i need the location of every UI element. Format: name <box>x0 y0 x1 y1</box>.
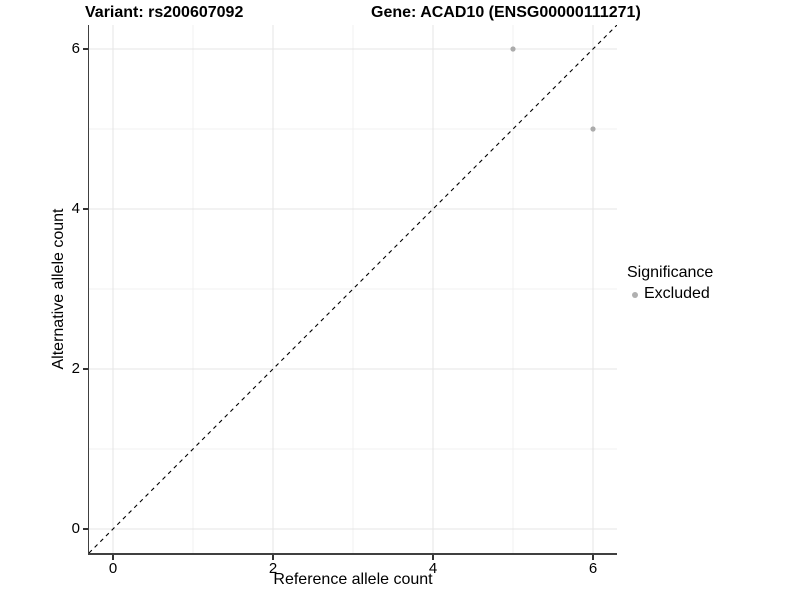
plot-canvas <box>88 24 618 554</box>
y-tick-mark <box>82 528 88 530</box>
y-axis-line <box>87 25 90 555</box>
plot-panel <box>88 24 618 554</box>
y-tick-mark <box>82 368 88 370</box>
y-tick-label: 6 <box>71 40 80 57</box>
data-point <box>590 126 596 132</box>
x-tick-mark <box>592 554 594 560</box>
x-axis-line <box>87 553 618 555</box>
x-tick-label: 2 <box>268 560 278 577</box>
legend: Significance Excluded <box>627 263 713 303</box>
legend-entry-label: Excluded <box>644 285 710 302</box>
y-tick-mark <box>82 48 88 50</box>
y-axis-title: Alternative allele count <box>50 208 67 370</box>
x-tick-label: 4 <box>428 560 438 577</box>
legend-items: Excluded <box>627 285 713 303</box>
x-tick-mark <box>112 554 114 560</box>
x-axis-title: Reference allele count <box>273 571 433 588</box>
y-tick-label: 0 <box>71 520 80 537</box>
x-tick-label: 6 <box>588 560 598 577</box>
y-tick-label: 4 <box>71 200 80 217</box>
x-tick-mark <box>272 554 274 560</box>
plot-title-gene: Gene: ACAD10 (ENSG00000111271) <box>371 4 641 21</box>
legend-point-icon <box>632 291 638 298</box>
x-tick-mark <box>432 554 434 560</box>
plot-title-variant: Variant: rs200607092 <box>85 4 244 21</box>
legend-title: Significance <box>627 264 714 281</box>
y-tick-mark <box>82 208 88 210</box>
legend-entry: Excluded <box>627 285 713 303</box>
y-tick-label: 2 <box>71 360 80 377</box>
x-tick-label: 0 <box>108 560 118 577</box>
data-point <box>510 46 516 52</box>
